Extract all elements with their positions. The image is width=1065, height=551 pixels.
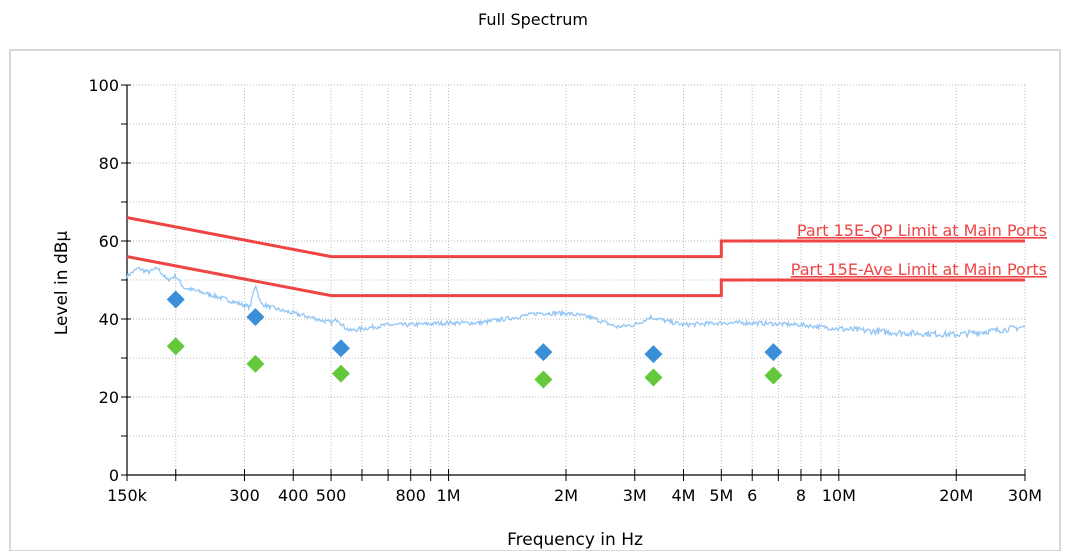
plot-frame — [10, 50, 1060, 551]
x-tick-label: 400 — [278, 486, 309, 505]
y-tick-label: 40 — [99, 310, 119, 329]
x-tick-label: 800 — [395, 486, 426, 505]
x-axis-title: Frequency in Hz — [507, 530, 643, 550]
x-tick-label: 5M — [709, 486, 733, 505]
qp-limit-label: Part 15E-QP Limit at Main Ports — [797, 221, 1047, 240]
y-tick-label: 20 — [99, 388, 119, 407]
x-tick-label: 300 — [229, 486, 260, 505]
y-axis-title: Level in dBµ — [52, 231, 72, 336]
y-tick-label: 60 — [99, 232, 119, 251]
y-tick-label: 100 — [88, 76, 119, 95]
x-tick-label: 500 — [316, 486, 347, 505]
x-tick-label: 10M — [822, 486, 856, 505]
ave-limit-label: Part 15E-Ave Limit at Main Ports — [791, 260, 1047, 279]
y-tick-label: 80 — [99, 154, 119, 173]
x-tick-label: 20M — [939, 486, 973, 505]
y-tick-label: 0 — [109, 466, 119, 485]
x-tick-label: 1M — [437, 486, 461, 505]
x-tick-label: 4M — [672, 486, 696, 505]
x-tick-label: 150k — [107, 486, 148, 505]
x-tick-label: 8 — [796, 486, 806, 505]
x-tick-label: 2M — [554, 486, 578, 505]
x-tick-label: 30M — [1008, 486, 1042, 505]
x-tick-label: 6 — [747, 486, 757, 505]
chart-title: Full Spectrum — [478, 10, 588, 29]
x-tick-label: 3M — [623, 486, 647, 505]
